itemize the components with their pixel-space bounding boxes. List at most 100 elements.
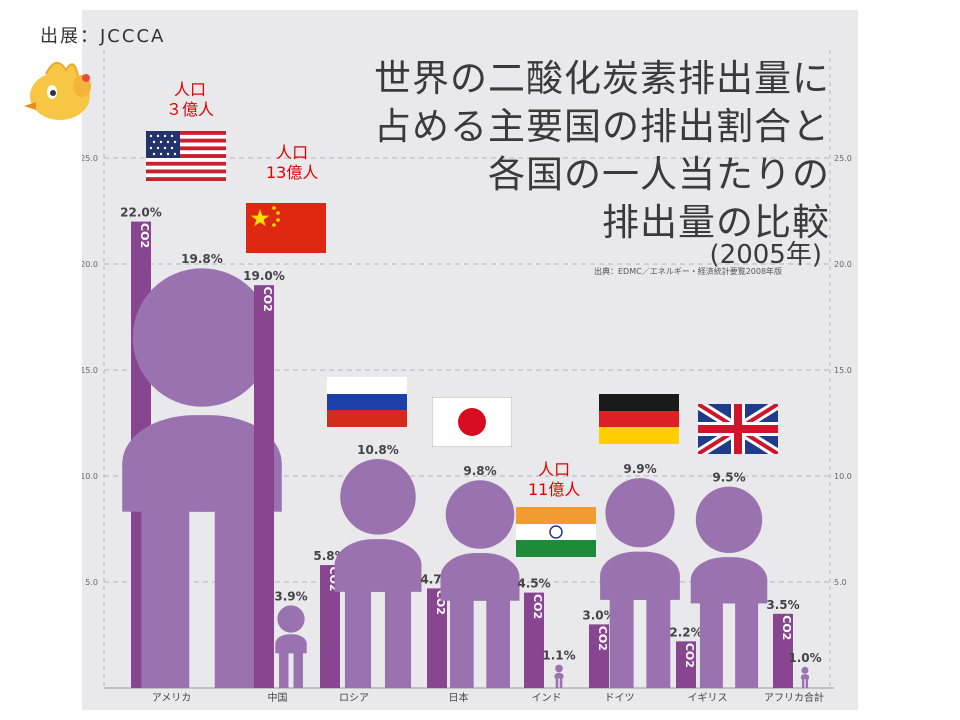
- person-body-lower: [554, 675, 564, 679]
- uk-flag-icon: [698, 404, 778, 454]
- share-value-label: 19.0%: [243, 269, 285, 283]
- share-value-label: 22.0%: [120, 206, 162, 220]
- person-leg: [555, 677, 559, 688]
- emissions-chart: 5.0 5.0 10.0 10.0 15.0 15.0 20.0 20.0 25.0 25.0 22…: [82, 50, 852, 704]
- y-tick-label-left: 25.0: [82, 154, 98, 163]
- y-tick-label-right: 10.0: [834, 472, 852, 481]
- per-capita-value-label: 10.8%: [357, 443, 399, 457]
- per-capita-value-label: 1.0%: [788, 651, 821, 665]
- co2-bar-label: CO2: [261, 287, 274, 312]
- share-bar: [254, 285, 274, 688]
- category-label: 中国: [268, 691, 288, 704]
- person-leg: [449, 599, 474, 688]
- population-note-usa: 人口 ３億人: [166, 80, 214, 120]
- share-bar: [320, 565, 340, 688]
- person-head: [132, 268, 272, 407]
- per-capita-value-label: 9.8%: [463, 464, 496, 478]
- person-leg: [609, 598, 634, 688]
- co2-bar-label: CO2: [780, 615, 793, 640]
- person-head: [445, 480, 515, 549]
- person-head: [555, 664, 563, 673]
- category-label: ロシア: [339, 693, 369, 704]
- person-head: [695, 486, 763, 554]
- y-tick-label-right: 5.0: [834, 578, 847, 587]
- chart-title-line-1: 世界の二酸化炭素排出量に: [374, 57, 830, 100]
- y-tick-label-left: 5.0: [85, 578, 98, 587]
- category-label: インド: [532, 693, 562, 704]
- per-capita-value-label: 9.9%: [623, 462, 656, 476]
- per-capita-value-label: 1.1%: [542, 649, 575, 663]
- y-tick-label-left: 15.0: [82, 366, 98, 375]
- share-bar: [524, 592, 544, 688]
- population-note-usa-value: ３億人: [166, 100, 215, 119]
- y-tick-label-right: 25.0: [834, 154, 852, 163]
- person-leg: [384, 590, 412, 688]
- source-label: 出展：JCCCA: [40, 26, 166, 47]
- person-leg: [293, 652, 303, 688]
- category-label: アフリカ合計: [764, 691, 824, 704]
- share-value-label: 2.2%: [669, 625, 702, 639]
- share-value-label: 3.0%: [582, 608, 615, 622]
- chart-title-line-4: 排出量の比較: [602, 201, 830, 244]
- person-leg: [735, 602, 759, 688]
- category-label: ドイツ: [605, 693, 635, 704]
- japan-flag-icon: [432, 397, 512, 447]
- population-note-usa-label: 人口: [174, 80, 207, 99]
- population-note-india-value: 11億人: [528, 480, 581, 499]
- person-body-lower: [600, 575, 680, 600]
- mascot-logo: [24, 62, 91, 120]
- category-label: アメリカ: [152, 692, 192, 704]
- person-leg: [559, 677, 563, 688]
- india-flag-icon: [516, 507, 596, 557]
- co2-bar-label: CO2: [138, 223, 151, 248]
- per-capita-value-label: 19.8%: [181, 252, 223, 266]
- person-leg: [805, 678, 809, 688]
- co2-bar-label: CO2: [531, 594, 544, 619]
- person-head: [605, 478, 675, 548]
- population-note-india-label: 人口: [538, 460, 571, 479]
- person-body-lower: [334, 565, 422, 592]
- population-note-india: 人口 11億人: [528, 460, 580, 500]
- chart-title-line-2: 占める主要国の排出割合と: [374, 105, 830, 148]
- person-head: [277, 605, 305, 633]
- category-label: 日本: [449, 691, 469, 704]
- share-bar: [589, 624, 609, 688]
- person-leg: [801, 678, 805, 688]
- share-bar: [676, 641, 696, 688]
- y-tick-label-left: 20.0: [82, 260, 98, 269]
- co2-bar-label: CO2: [596, 626, 609, 651]
- usa-flag-icon: [146, 131, 226, 181]
- person-body-lower: [690, 580, 768, 604]
- per-capita-value-label: 3.9%: [274, 589, 307, 603]
- per-capita-value-label: 9.5%: [712, 471, 745, 485]
- y-tick-label-right: 15.0: [834, 366, 852, 375]
- share-bar: [773, 613, 793, 688]
- category-label: イギリス: [688, 692, 728, 704]
- share-value-label: 3.5%: [766, 598, 799, 612]
- person-body-lower: [275, 643, 307, 654]
- person-head: [340, 459, 416, 535]
- population-note-china-value: 13億人: [266, 163, 319, 182]
- person-body-lower: [440, 576, 520, 601]
- population-note-china-label: 人口: [276, 143, 309, 162]
- russia-flag-icon: [327, 377, 407, 427]
- person-leg: [699, 602, 723, 688]
- person-head: [801, 666, 809, 674]
- chart-title-line-3: 各国の一人当たりの: [488, 153, 830, 196]
- person-body-lower: [800, 676, 810, 680]
- y-tick-label-left: 10.0: [82, 472, 98, 481]
- person-leg: [279, 652, 289, 688]
- chart-subtitle: (2005年): [709, 240, 822, 270]
- person-leg: [646, 598, 671, 688]
- share-value-label: 4.5%: [517, 577, 550, 591]
- person-leg: [486, 599, 511, 688]
- share-bar: [427, 588, 447, 688]
- population-note-china: 人口 13億人: [266, 143, 318, 183]
- co2-bar-label: CO2: [683, 643, 696, 668]
- china-flag-icon: [246, 203, 326, 253]
- data-source-credit: 出典：EDMC／エネルギー・経済統計要覧2008年版: [594, 267, 783, 276]
- germany-flag-icon: [599, 394, 679, 444]
- y-tick-label-right: 20.0: [834, 260, 852, 269]
- person-leg: [141, 510, 190, 688]
- person-leg: [344, 590, 372, 688]
